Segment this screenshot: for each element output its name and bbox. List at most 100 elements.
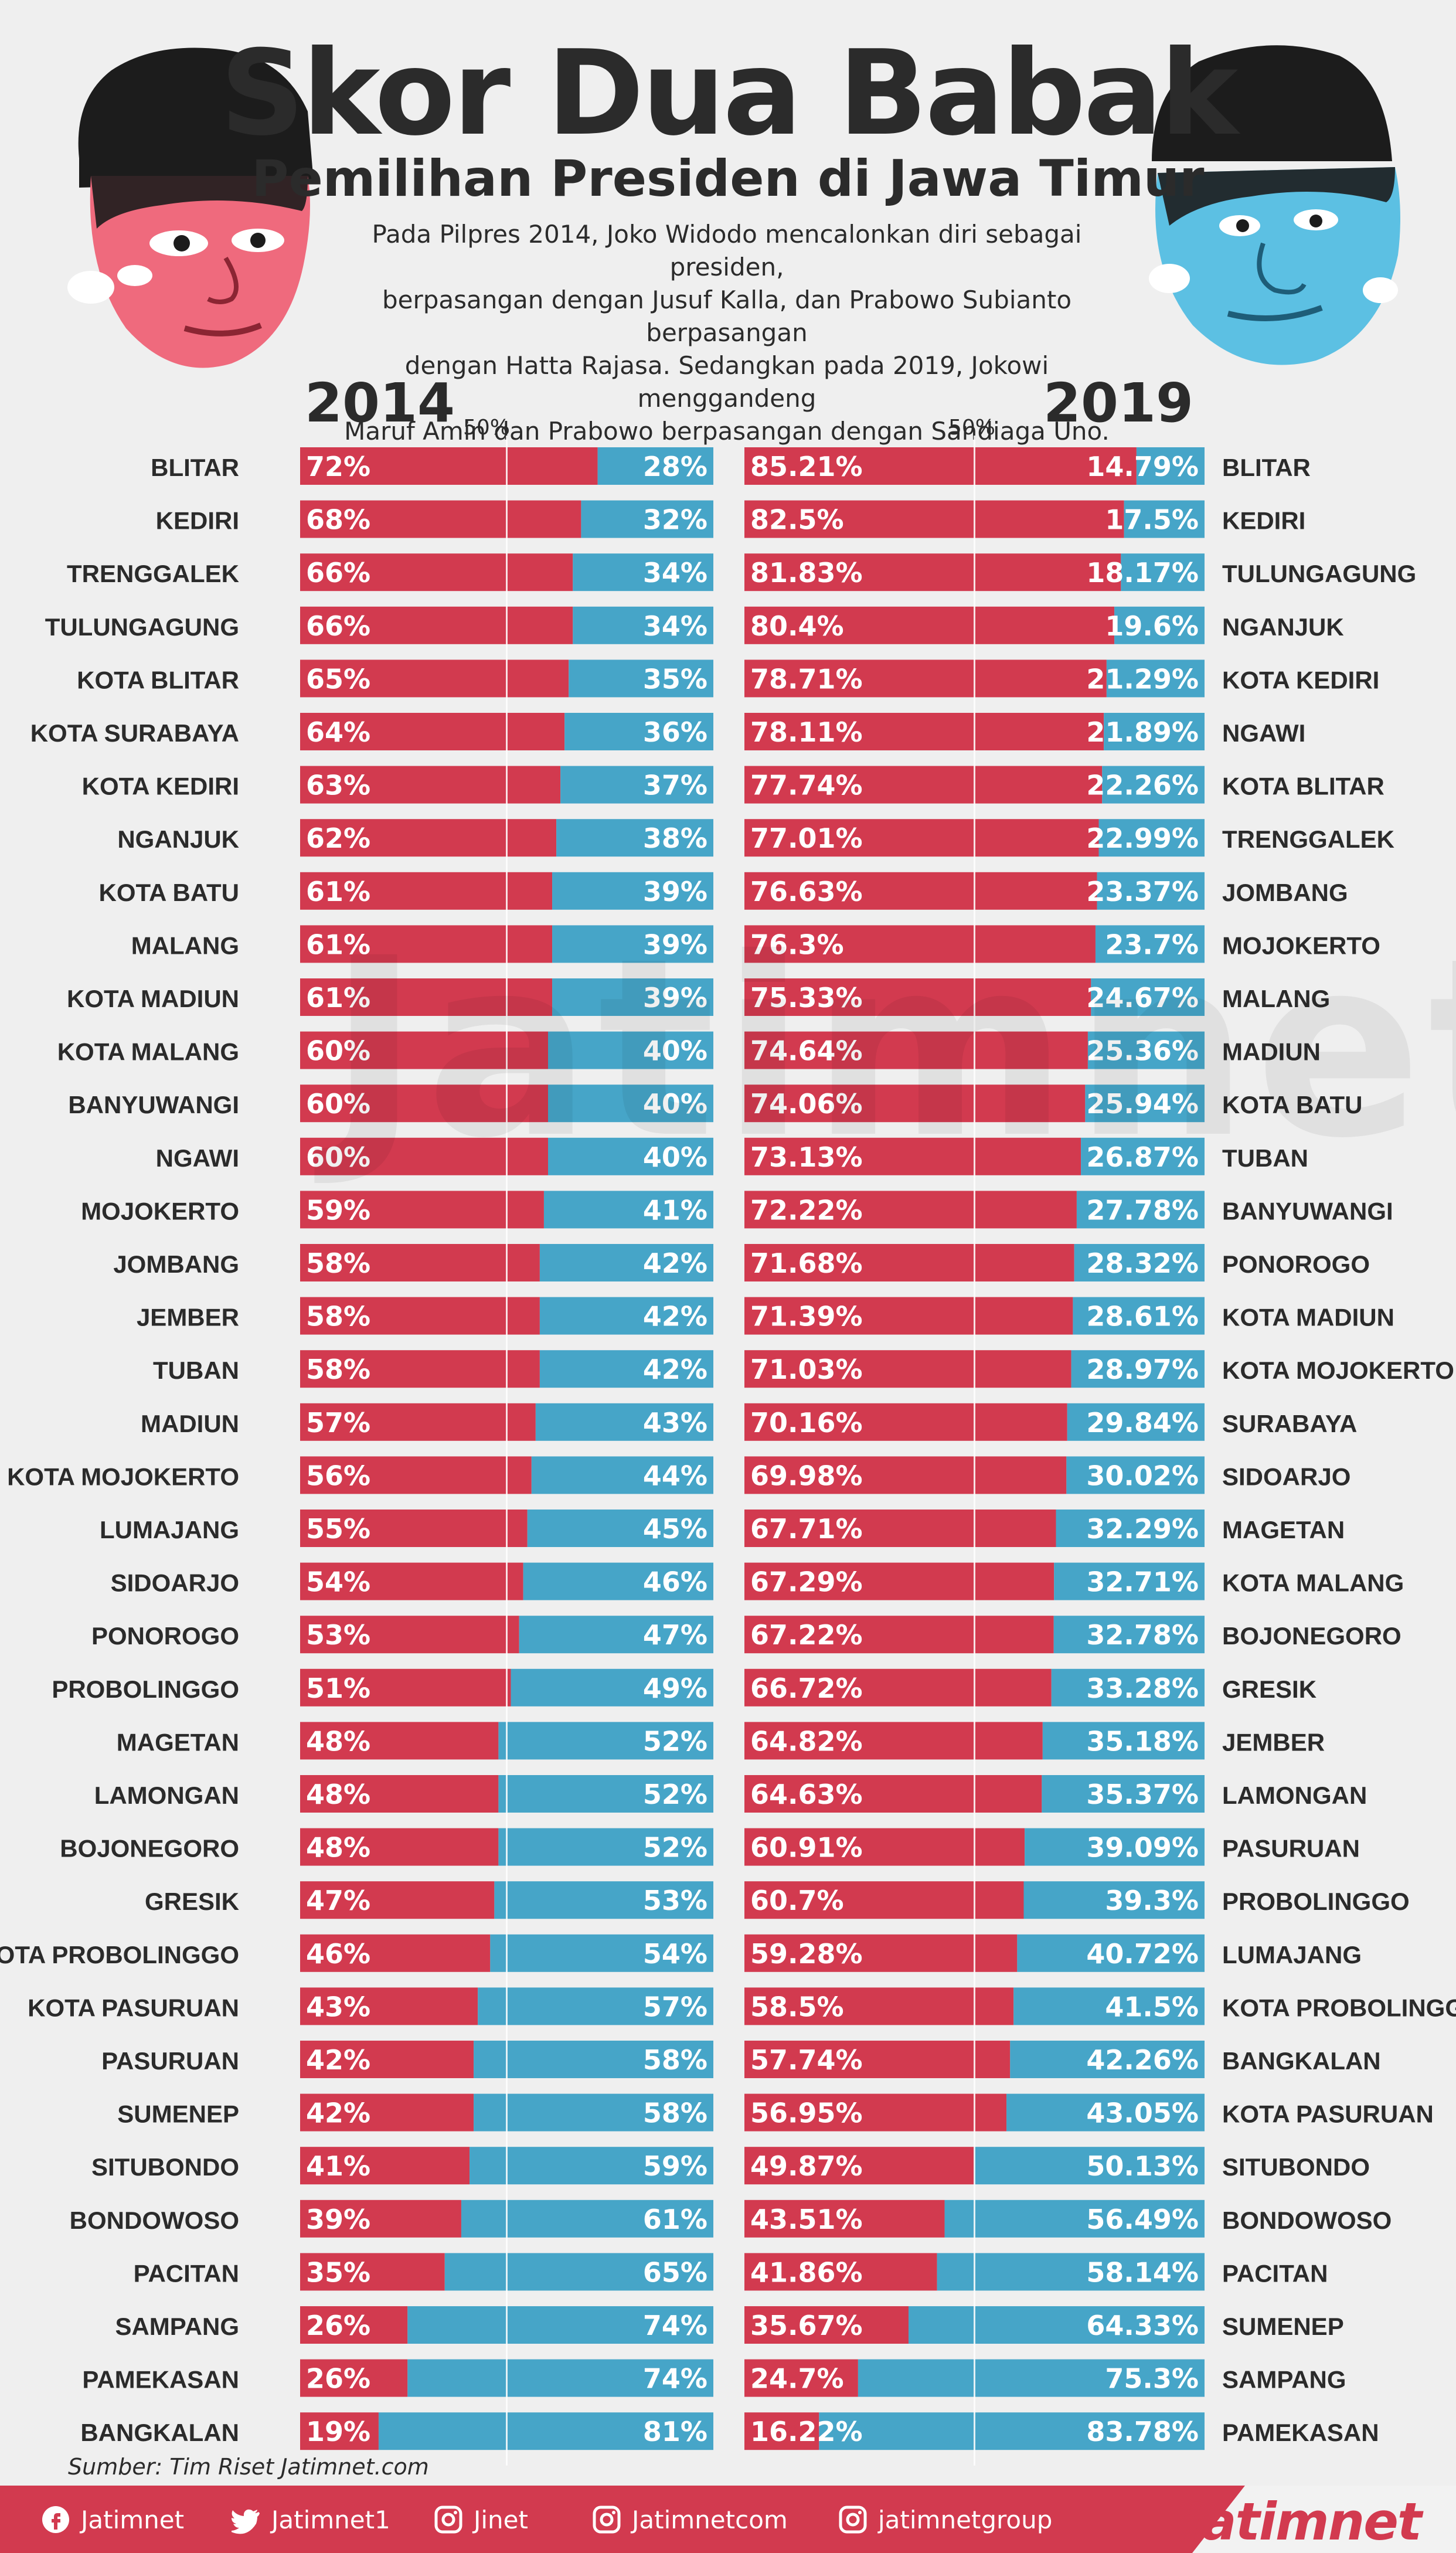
- category-label-2019: MALANG: [1222, 985, 1330, 1012]
- twitter-icon: [232, 2505, 261, 2534]
- data-label-2019-red: 81.83%: [750, 557, 863, 589]
- category-label-2019: PAMEKASAN: [1222, 2419, 1379, 2446]
- social-instagram-jatimnetgroup[interactable]: jatimnetgroup: [838, 2502, 1052, 2537]
- data-label-2019-red: 78.71%: [750, 663, 863, 695]
- bar-2019-red: [744, 819, 1099, 857]
- data-label-2014-red: 58%: [306, 1301, 370, 1332]
- data-label-2014-red: 57%: [306, 1407, 370, 1439]
- category-label-2014: MALANG: [131, 932, 239, 959]
- data-label-2019-blue: 21.29%: [1086, 663, 1199, 695]
- social-facebook[interactable]: Jatimnet: [41, 2502, 184, 2537]
- bar-2019-red: [744, 2093, 1007, 2132]
- data-label-2014-red: 59%: [306, 1194, 370, 1226]
- category-label-2019: KOTA PASURUAN: [1222, 2100, 1434, 2128]
- data-label-2019-blue: 40.72%: [1086, 1938, 1199, 1970]
- data-label-2014-red: 51%: [306, 1672, 370, 1704]
- social-instagram-jatimnetcom[interactable]: Jatimnetcom: [592, 2502, 788, 2537]
- data-label-2019-blue: 50.13%: [1086, 2150, 1199, 2182]
- data-label-2014-blue: 34%: [643, 610, 707, 642]
- data-label-2014-red: 61%: [306, 929, 370, 960]
- bar-2019-blue: [1042, 1775, 1205, 1813]
- data-label-2019-blue: 56.49%: [1086, 2204, 1199, 2235]
- data-label-2019-blue: 18.17%: [1086, 557, 1199, 589]
- data-label-2014-blue: 52%: [643, 1725, 707, 1757]
- data-label-2019-blue: 39.3%: [1105, 1885, 1199, 1916]
- bar-2019-red: [744, 1881, 1024, 1919]
- category-label-2014: KOTA MOJOKERTO: [7, 1463, 239, 1490]
- social-twitter[interactable]: Jatimnet1: [232, 2502, 390, 2537]
- data-label-2019-blue: 58.14%: [1086, 2256, 1199, 2288]
- data-label-2014-blue: 45%: [643, 1513, 707, 1545]
- data-label-2014-red: 43%: [306, 1991, 370, 2022]
- watermark: Jatimnet: [328, 906, 1456, 1192]
- social-label: Jinet: [474, 2505, 528, 2534]
- data-label-2019-blue: 25.36%: [1086, 1035, 1199, 1067]
- jokowi-portrait-illustration: [67, 47, 314, 368]
- description-line: berpasangan dengan Jusuf Kalla, dan Prab…: [382, 285, 1072, 347]
- bar-2014-blue: [552, 872, 713, 910]
- category-label-2014: BANGKALAN: [80, 2419, 239, 2446]
- bar-2019-blue: [1087, 1031, 1205, 1069]
- bar-2014-red: [300, 1775, 499, 1813]
- category-label-2014: BLITAR: [151, 454, 239, 481]
- social-instagram-jinet[interactable]: Jinet: [434, 2502, 528, 2537]
- category-label-2019: PONOROGO: [1222, 1250, 1370, 1278]
- bar-2019-red: [744, 1775, 1042, 1813]
- data-label-2014-blue: 40%: [643, 1035, 707, 1067]
- data-label-2014-blue: 52%: [643, 1832, 707, 1864]
- data-label-2014-red: 48%: [306, 1832, 370, 1864]
- data-label-2014-red: 60%: [306, 1035, 370, 1067]
- category-label-2019: KOTA BLITAR: [1222, 773, 1384, 800]
- bar-2019-blue: [1098, 819, 1205, 857]
- bar-2019-red: [744, 500, 1124, 538]
- bar-2014-red: [300, 2306, 408, 2344]
- chart-2019-title: 2019: [1043, 372, 1194, 434]
- data-label-2019-blue: 27.78%: [1086, 1194, 1199, 1226]
- data-label-2019-blue: 42.26%: [1086, 2044, 1199, 2076]
- category-label-2014: KOTA KEDIRI: [82, 773, 239, 800]
- category-label-2014: PROBOLINGGO: [52, 1675, 239, 1703]
- bar-2019-red: [744, 713, 1104, 750]
- data-label-2019-red: 75.33%: [750, 982, 863, 1014]
- bar-2019-red: [744, 1137, 1081, 1175]
- category-label-2014: SIDOARJO: [111, 1569, 239, 1597]
- bar-2019-red: [744, 447, 1137, 485]
- data-label-2014-red: 19%: [306, 2416, 370, 2447]
- data-label-2014-red: 60%: [306, 1088, 370, 1120]
- data-label-2014-red: 26%: [306, 2363, 370, 2395]
- data-label-2019-blue: 22.99%: [1086, 822, 1199, 854]
- category-label-2019: JEMBER: [1222, 1728, 1325, 1756]
- bar-2014-blue: [539, 1244, 713, 1281]
- data-label-2019-blue: 32.71%: [1086, 1566, 1199, 1598]
- chart-2014-midline-label: 50%: [463, 416, 511, 440]
- category-label-2014: TUBAN: [153, 1357, 239, 1384]
- bar-2014-blue: [569, 660, 713, 698]
- facebook-icon: [41, 2505, 70, 2534]
- data-label-2014-blue: 32%: [643, 504, 707, 536]
- category-label-2014: MADIUN: [141, 1410, 239, 1437]
- bar-2019-blue: [1025, 1828, 1205, 1866]
- data-label-2019-blue: 28.61%: [1086, 1301, 1199, 1332]
- data-label-2014-blue: 43%: [643, 1407, 707, 1439]
- data-label-2019-blue: 23.7%: [1105, 929, 1199, 960]
- bar-2014-blue: [474, 2041, 713, 2078]
- data-label-2014-red: 60%: [306, 1141, 370, 1173]
- category-label-2014: KOTA MALANG: [57, 1038, 239, 1066]
- data-label-2019-blue: 17.5%: [1105, 504, 1199, 536]
- jatimnet-logo[interactable]: Jatimnet: [1183, 2491, 1422, 2552]
- description-line: Maruf Amin dan Prabowo berpasangan denga…: [344, 417, 1110, 446]
- data-label-2019-blue: 83.78%: [1086, 2416, 1199, 2447]
- data-label-2019-red: 69.98%: [750, 1460, 863, 1491]
- bar-2019-blue: [1114, 606, 1205, 644]
- bar-2019-blue: [1091, 978, 1205, 1016]
- data-label-2019-red: 64.63%: [750, 1779, 863, 1810]
- bar-2019-blue: [1085, 1085, 1205, 1123]
- category-label-2019: PACITAN: [1222, 2259, 1328, 2287]
- data-label-2019-red: 49.87%: [750, 2150, 863, 2182]
- category-label-2019: PASURUAN: [1222, 1835, 1360, 1862]
- bar-2019-red: [744, 2359, 858, 2397]
- data-label-2014-red: 42%: [306, 2098, 370, 2129]
- bar-2014-red: [300, 606, 573, 644]
- category-label-2019: KOTA BATU: [1222, 1091, 1363, 1119]
